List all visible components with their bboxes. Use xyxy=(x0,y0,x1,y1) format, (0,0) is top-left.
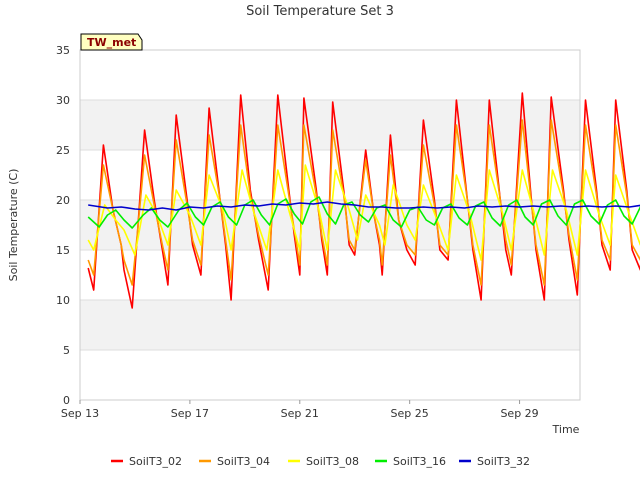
station-badge: TW_met xyxy=(80,33,143,51)
y-tick-label: 20 xyxy=(56,194,70,207)
grid-band xyxy=(80,350,580,400)
chart-title: Soil Temperature Set 3 xyxy=(246,4,394,19)
station-badge-box xyxy=(80,33,143,51)
series-line-soilt3-08 xyxy=(87,164,640,261)
x-tick-label: Sep 21 xyxy=(281,407,319,420)
grid-band xyxy=(80,100,580,150)
y-tick-label: 35 xyxy=(56,44,70,57)
y-tick-label: 25 xyxy=(56,144,70,157)
x-tick-label: Sep 17 xyxy=(171,407,209,420)
series-line-soilt3-16 xyxy=(87,196,640,229)
y-axis-ticks: 0 5 10 15 20 25 30 35 xyxy=(56,44,70,407)
y-tick-label: 15 xyxy=(56,244,70,257)
legend-label: SoilT3_04 xyxy=(217,455,270,468)
x-axis-label: Time xyxy=(552,423,580,436)
y-tick-label: 30 xyxy=(56,94,70,107)
y-tick-label: 5 xyxy=(63,344,70,357)
y-axis-label: Soil Temperature (C) xyxy=(7,169,20,282)
x-tick-label: Sep 25 xyxy=(391,407,429,420)
y-tick-label: 0 xyxy=(63,394,70,407)
legend-label: SoilT3_16 xyxy=(393,455,446,468)
series-line-soilt3-32 xyxy=(88,201,640,211)
legend-label: SoilT3_08 xyxy=(306,455,359,468)
legend-label: SoilT3_32 xyxy=(477,455,530,468)
x-tick-label: Sep 13 xyxy=(61,407,99,420)
series-lines xyxy=(87,92,640,309)
series-line-soilt3-02 xyxy=(87,92,640,309)
grid-band xyxy=(80,250,580,300)
x-tick-label: Sep 29 xyxy=(500,407,538,420)
grid-band xyxy=(80,300,580,350)
x-axis-ticks: Sep 13 Sep 17 Sep 21 Sep 25 Sep 29 xyxy=(61,400,539,420)
series-line-soilt3-04 xyxy=(87,119,640,286)
grid-band xyxy=(80,50,580,100)
station-badge-label: TW_met xyxy=(87,36,136,49)
legend-label: SoilT3_02 xyxy=(129,455,182,468)
legend: SoilT3_02 SoilT3_04 SoilT3_08 SoilT3_16 Soil… xyxy=(111,455,530,468)
y-tick-label: 10 xyxy=(56,294,70,307)
